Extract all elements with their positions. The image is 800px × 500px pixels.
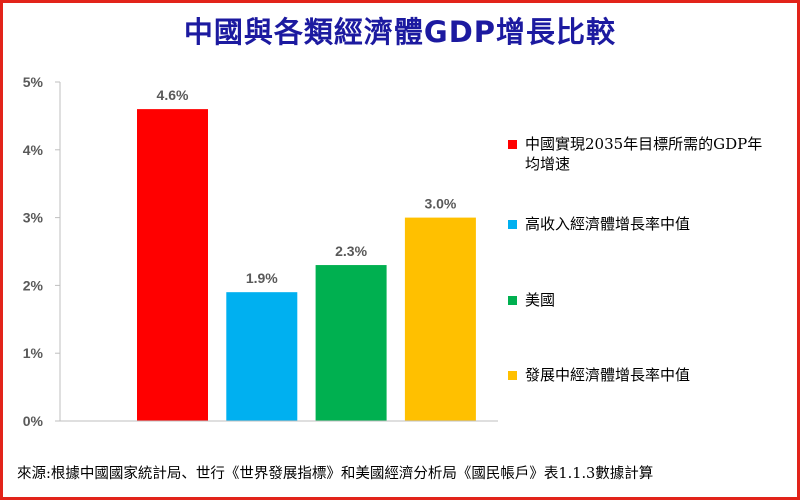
chart-title: 中國與各類經濟體GDP增長比較 xyxy=(183,15,617,49)
bar-1 xyxy=(137,109,208,422)
legend-swatch xyxy=(508,220,517,229)
y-tick-label: 0% xyxy=(23,413,44,429)
y-tick-label: 4% xyxy=(23,142,44,158)
legend-label: 高收入經濟體增長率中值 xyxy=(525,215,691,233)
y-tick-label: 1% xyxy=(23,345,44,361)
data-label: 3.0% xyxy=(424,196,456,212)
legend-label: 中國實現2035年目標所需的GDP年均增速 xyxy=(525,135,763,173)
legend-swatch xyxy=(508,296,517,305)
bar-3 xyxy=(315,265,387,421)
source-note: 來源:根據中國國家統計局、世行《世界發展指標》和美國經濟分析局《國民帳戶》表1.… xyxy=(17,466,654,482)
data-label: 1.9% xyxy=(246,270,278,286)
y-tick-label: 2% xyxy=(23,277,44,293)
legend-label: 發展中經濟體增長率中值 xyxy=(525,366,691,384)
bar-chart: 0% 1% 2% 3% 4% 5% 4.6% 1.9% 2.3% 3.0% xyxy=(23,74,498,429)
y-tick-label: 5% xyxy=(23,74,44,90)
y-tick-label: 3% xyxy=(23,210,44,226)
bar-4 xyxy=(404,217,476,421)
data-label: 2.3% xyxy=(335,243,367,259)
legend-label: 美國 xyxy=(525,291,556,309)
legend-swatch xyxy=(508,371,517,380)
data-label: 4.6% xyxy=(157,87,189,103)
bar-2 xyxy=(226,292,298,421)
legend-swatch xyxy=(508,140,517,149)
